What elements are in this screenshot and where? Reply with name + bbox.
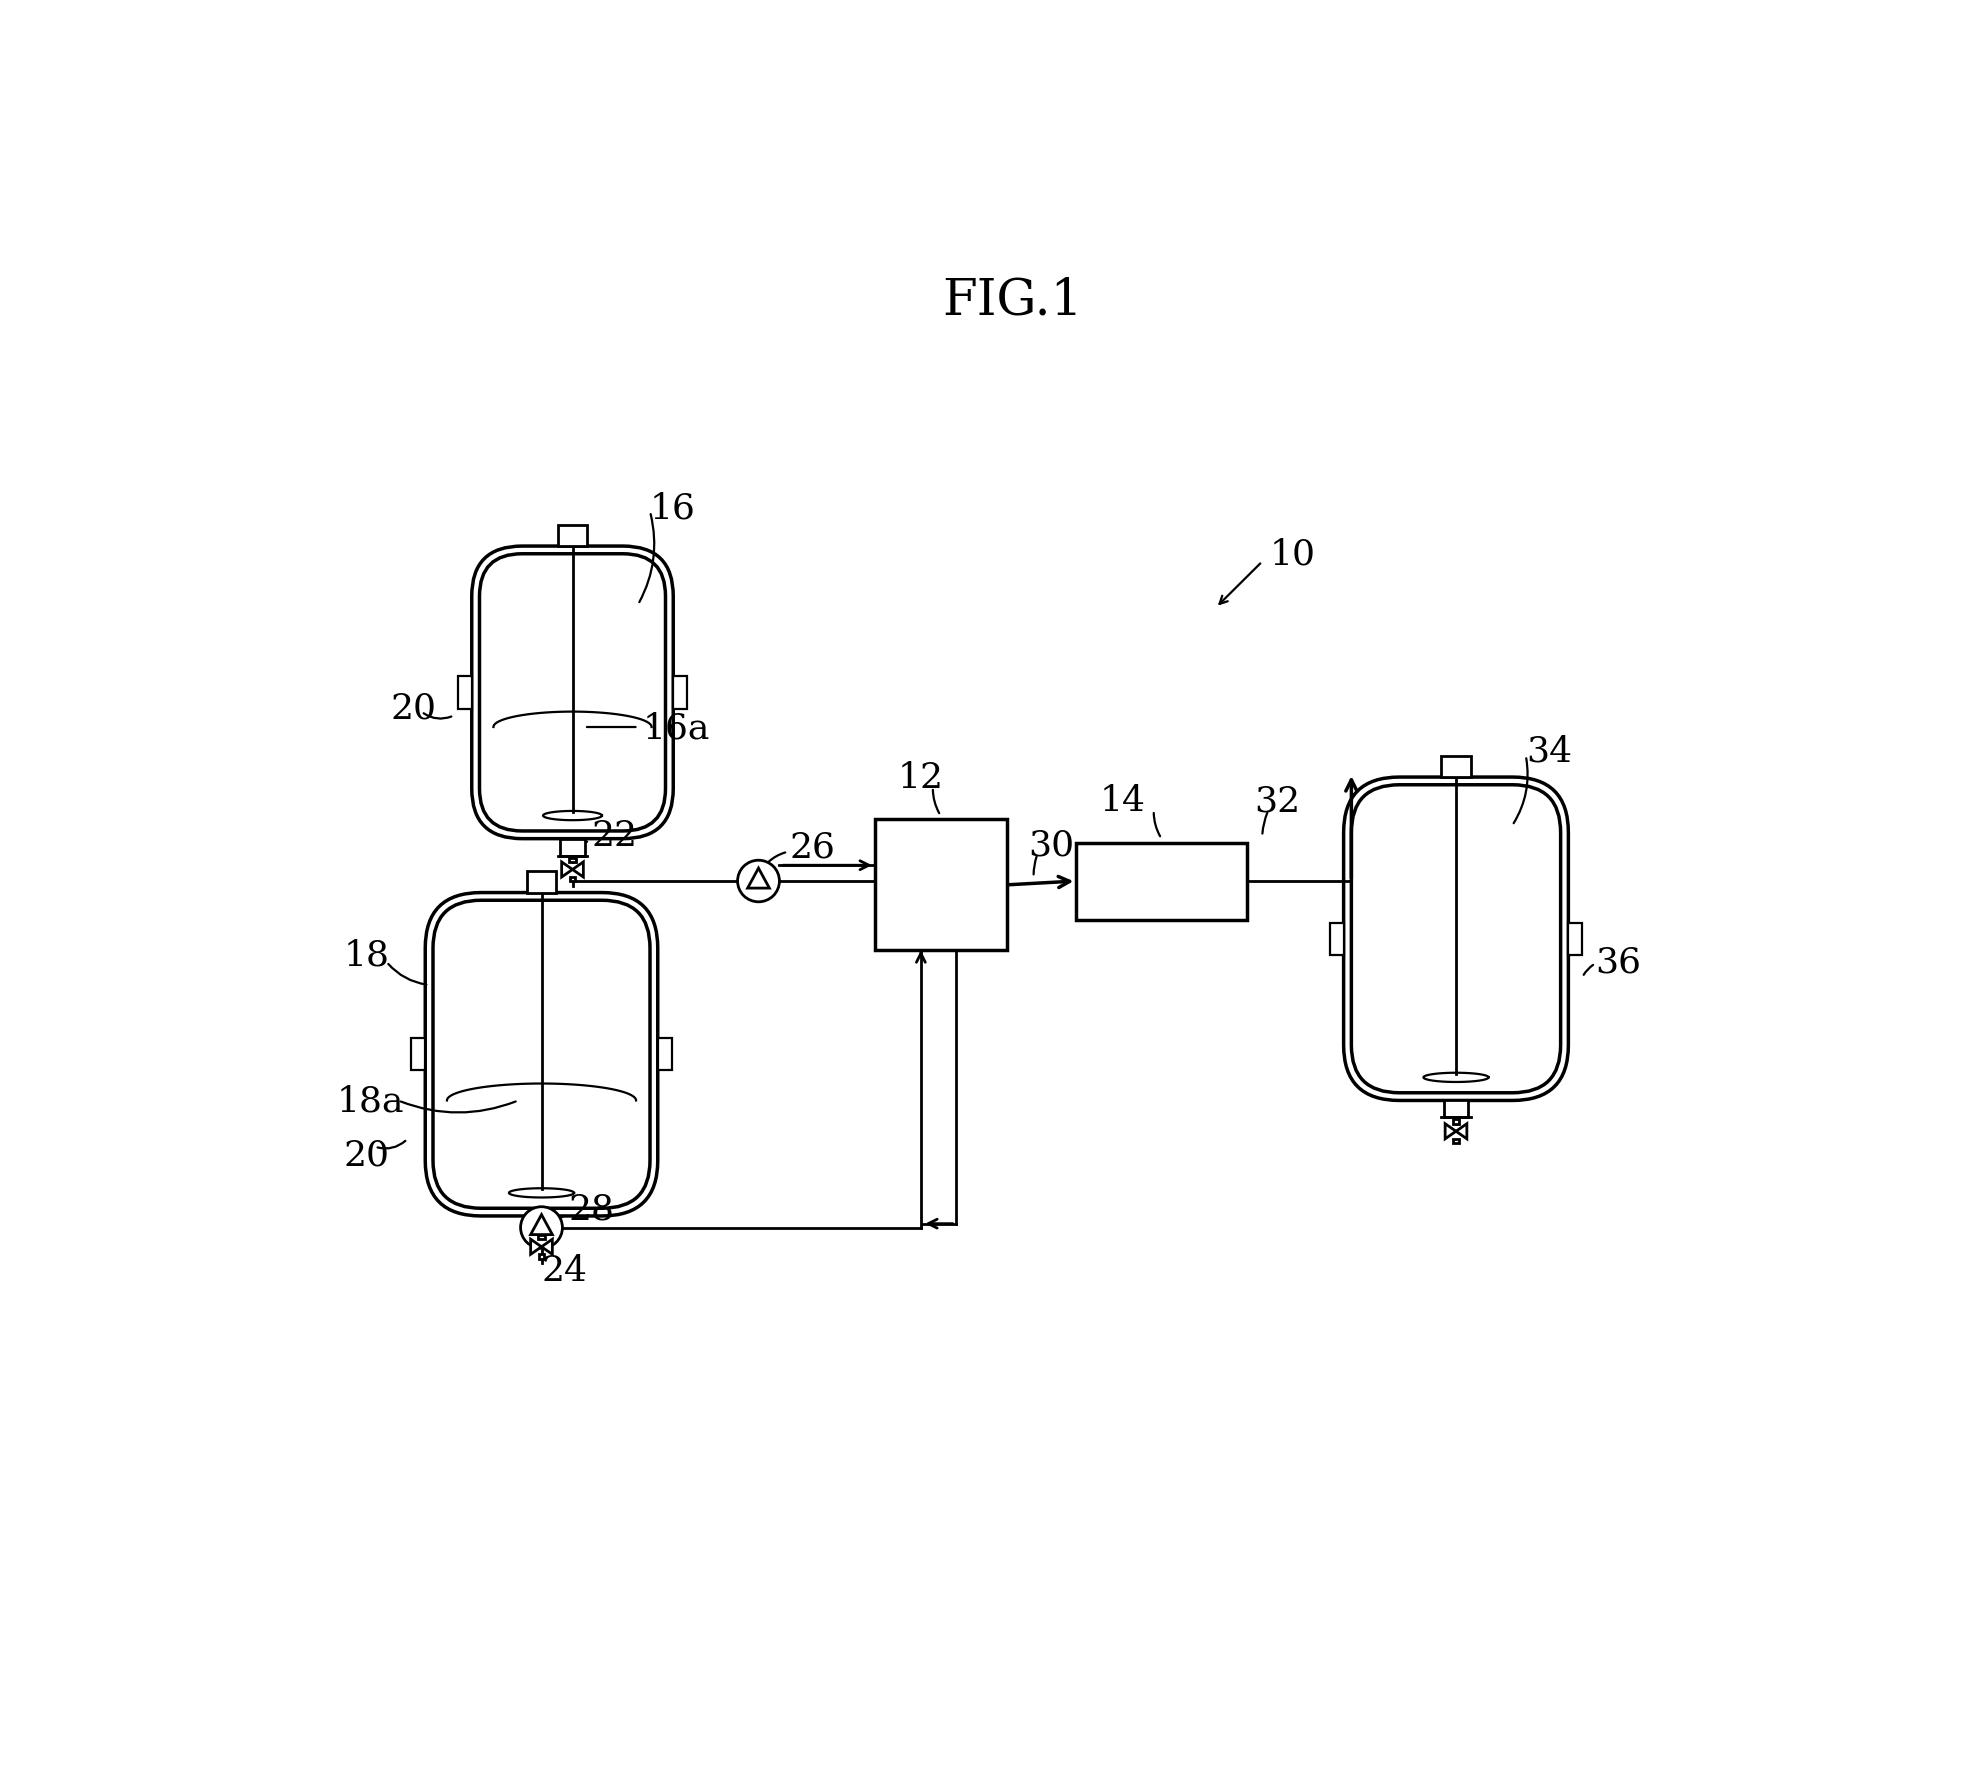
Text: 30: 30 [1028, 828, 1075, 862]
Text: 16: 16 [650, 491, 696, 525]
Bar [1330, 924, 1344, 956]
Text: 36: 36 [1595, 945, 1642, 979]
Bar [559, 839, 585, 856]
FancyBboxPatch shape [1344, 778, 1569, 1101]
Bar [569, 878, 575, 881]
FancyBboxPatch shape [480, 555, 666, 832]
FancyBboxPatch shape [1352, 785, 1561, 1094]
Bar [458, 677, 472, 709]
Bar [411, 1039, 425, 1071]
Polygon shape [747, 869, 769, 888]
Bar [557, 525, 587, 546]
Bar [875, 819, 1006, 950]
Text: 18: 18 [344, 938, 389, 972]
Text: FIG.1: FIG.1 [943, 277, 1083, 324]
Bar [1452, 1121, 1458, 1124]
Bar [1444, 1101, 1468, 1117]
Bar [528, 872, 555, 894]
Text: 20: 20 [344, 1138, 389, 1172]
Text: 34: 34 [1525, 734, 1571, 768]
Text: 22: 22 [593, 819, 638, 853]
Bar [1569, 924, 1583, 956]
Text: 32: 32 [1255, 784, 1300, 817]
Text: 26: 26 [790, 830, 836, 863]
Circle shape [520, 1207, 563, 1248]
Polygon shape [532, 1215, 553, 1236]
FancyBboxPatch shape [433, 901, 650, 1209]
Bar [658, 1039, 672, 1071]
Circle shape [737, 860, 779, 902]
Bar [1452, 1140, 1458, 1144]
FancyBboxPatch shape [472, 546, 674, 839]
Text: 20: 20 [391, 691, 437, 725]
Text: 12: 12 [897, 761, 945, 794]
Bar [569, 858, 575, 862]
Polygon shape [532, 1239, 541, 1255]
Text: 14: 14 [1099, 784, 1146, 817]
Bar [539, 1255, 543, 1259]
Polygon shape [1444, 1124, 1456, 1140]
Polygon shape [1456, 1124, 1466, 1140]
Bar [1077, 842, 1247, 920]
Polygon shape [573, 862, 583, 878]
Text: 18a: 18a [336, 1083, 403, 1117]
Bar [530, 1216, 553, 1234]
Bar [537, 1236, 545, 1239]
Polygon shape [561, 862, 573, 878]
Bar [674, 677, 688, 709]
Text: 28: 28 [569, 1191, 615, 1225]
Text: 24: 24 [541, 1254, 587, 1287]
Text: 10: 10 [1271, 537, 1316, 571]
Text: 16a: 16a [642, 711, 709, 745]
Bar [1441, 755, 1470, 778]
FancyBboxPatch shape [425, 894, 658, 1216]
Polygon shape [541, 1239, 553, 1255]
